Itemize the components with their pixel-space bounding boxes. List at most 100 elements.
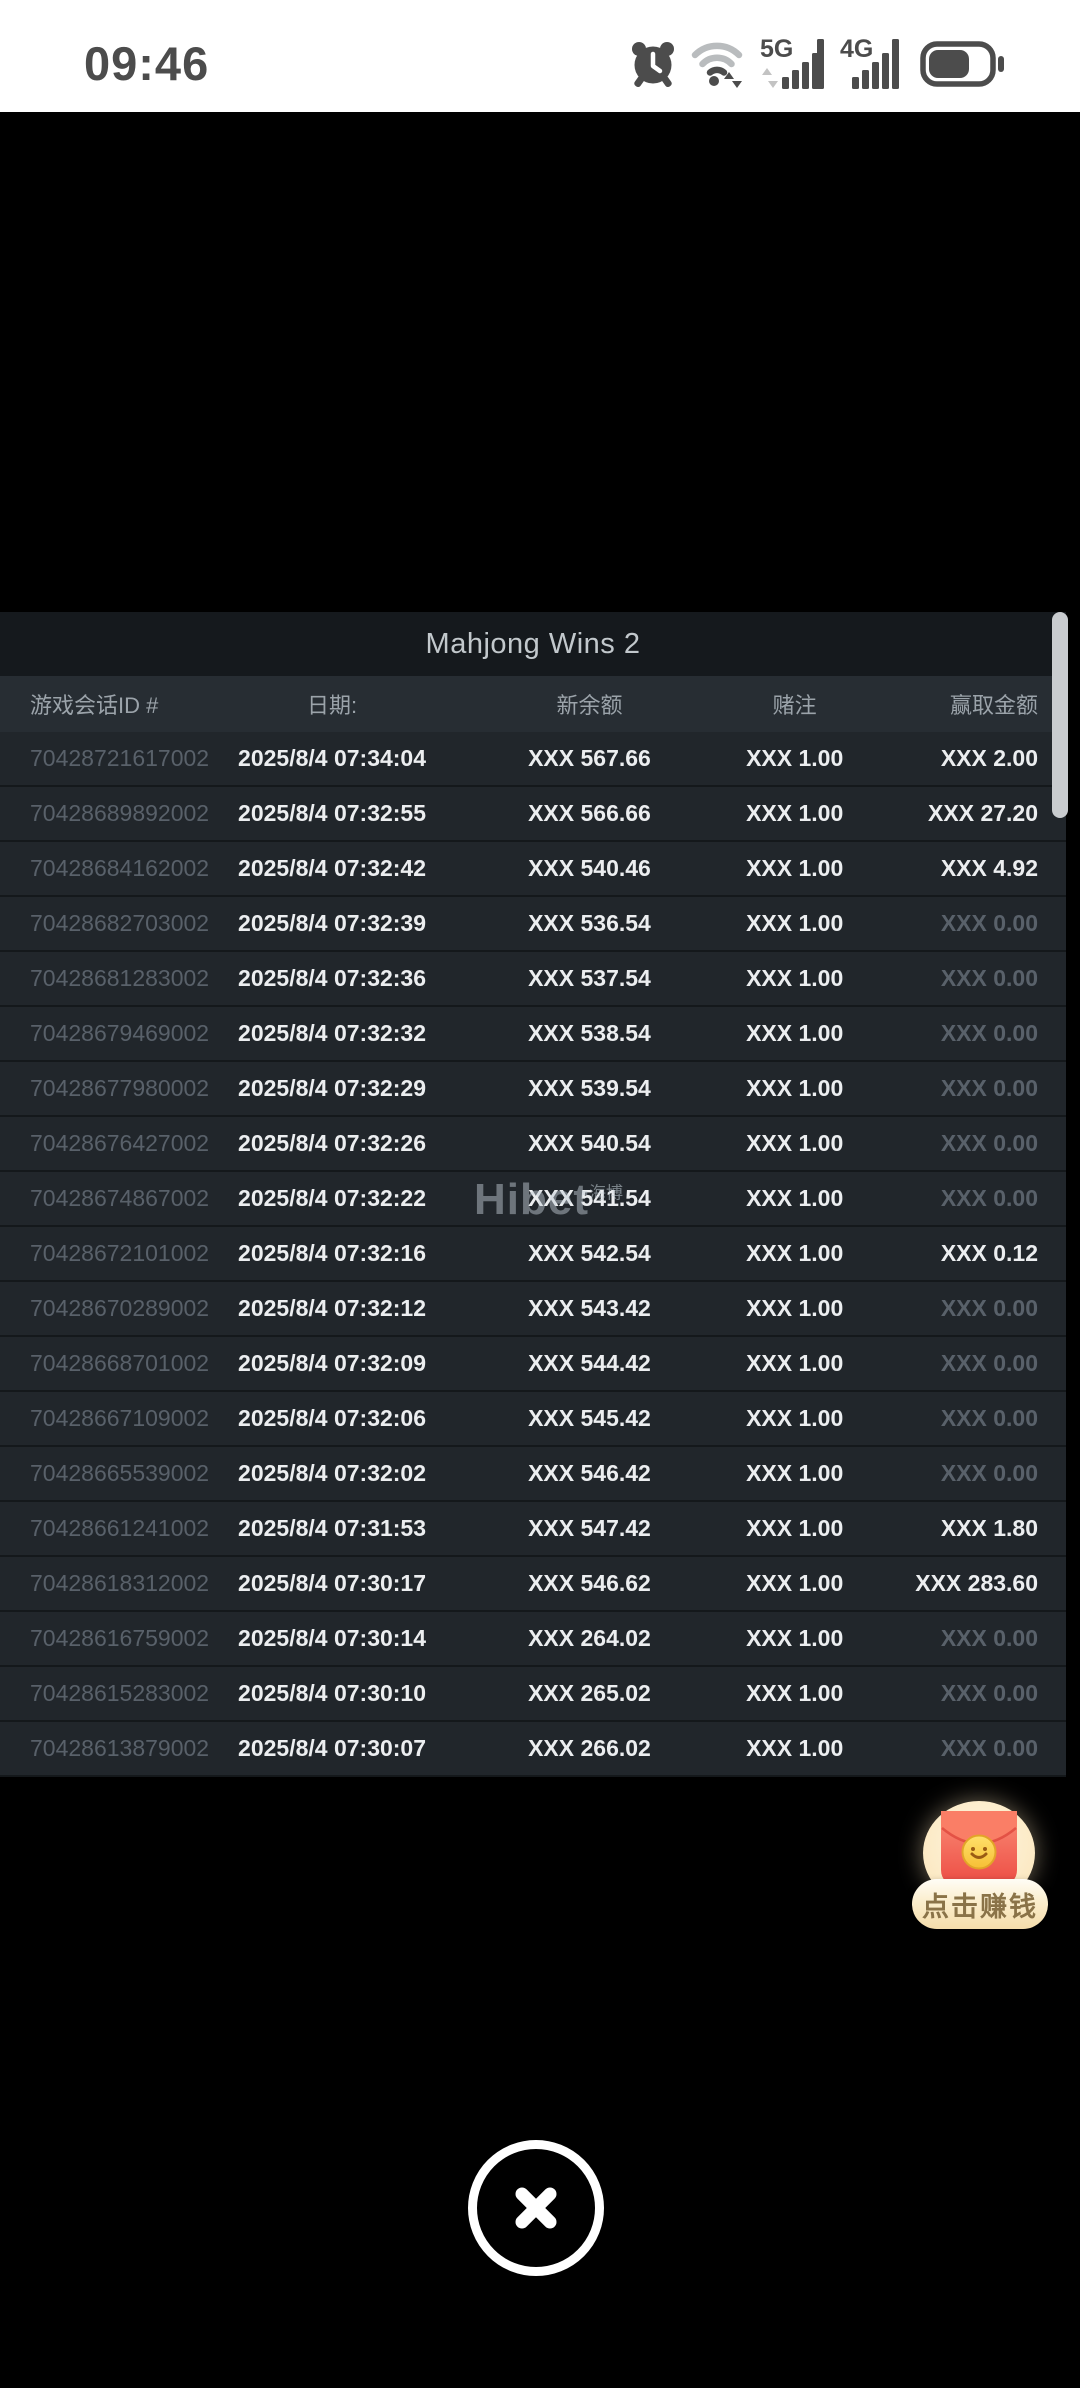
cell-session-id: 70428674867002 <box>30 1185 210 1211</box>
cell-bet: XXX 1.00 <box>746 1020 844 1046</box>
cell-win: XXX 0.00 <box>940 1185 1038 1211</box>
cell-bet: XXX 1.00 <box>746 1515 844 1541</box>
cell-date: 2025/8/4 07:30:07 <box>238 1735 427 1761</box>
red-envelope-icon <box>941 1811 1017 1887</box>
table-row: 70428615283002 2025/8/4 07:30:10 XXX 265… <box>0 1667 1066 1722</box>
cell-win: XXX 0.00 <box>940 1020 1038 1046</box>
cell-win: XXX 2.00 <box>940 745 1038 771</box>
cell-balance: XXX 547.42 <box>528 1515 651 1541</box>
cell-win: XXX 0.00 <box>940 1405 1038 1431</box>
cell-date: 2025/8/4 07:32:36 <box>238 965 427 991</box>
cell-date: 2025/8/4 07:30:17 <box>238 1570 427 1596</box>
cell-balance: XXX 265.02 <box>528 1680 651 1706</box>
header-balance: 新余额 <box>556 693 623 718</box>
5g-signal-icon: 5G <box>760 35 826 91</box>
cell-balance: XXX 539.54 <box>528 1075 651 1101</box>
status-time: 09:46 <box>84 36 210 90</box>
cell-bet: XXX 1.00 <box>746 1570 844 1596</box>
cell-bet: XXX 1.00 <box>746 910 844 936</box>
cell-win: XXX 0.00 <box>940 1460 1038 1486</box>
close-x-icon <box>515 2187 557 2229</box>
cell-date: 2025/8/4 07:30:10 <box>238 1680 427 1706</box>
cell-date: 2025/8/4 07:31:53 <box>238 1515 427 1541</box>
cell-bet: XXX 1.00 <box>746 800 844 826</box>
cell-bet: XXX 1.00 <box>746 1625 844 1651</box>
earn-money-label: 点击赚钱 <box>922 1891 1038 1922</box>
cell-date: 2025/8/4 07:32:02 <box>238 1460 427 1486</box>
modal-title: Mahjong Wins 2 <box>0 612 1066 676</box>
cell-session-id: 70428689892002 <box>30 800 210 826</box>
cell-date: 2025/8/4 07:30:14 <box>238 1625 427 1651</box>
cell-balance: XXX 546.42 <box>528 1460 651 1486</box>
table-row: 70428613879002 2025/8/4 07:30:07 XXX 266… <box>0 1722 1066 1777</box>
table-row: 70428665539002 2025/8/4 07:32:02 XXX 546… <box>0 1447 1066 1502</box>
cell-bet: XXX 1.00 <box>746 965 844 991</box>
table-row: 70428721617002 2025/8/4 07:34:04 XXX 567… <box>0 732 1066 787</box>
cell-bet: XXX 1.00 <box>746 1735 844 1761</box>
cell-win: XXX 0.00 <box>940 1295 1038 1321</box>
cell-win: XXX 0.00 <box>940 1350 1038 1376</box>
5g-label: 5G <box>760 35 794 63</box>
cell-bet: XXX 1.00 <box>746 1075 844 1101</box>
header-session-id: 游戏会话ID # <box>30 693 159 718</box>
table-row: 70428668701002 2025/8/4 07:32:09 XXX 544… <box>0 1337 1066 1392</box>
alarm-clock-icon <box>632 42 674 88</box>
table-row: 70428672101002 2025/8/4 07:32:16 XXX 542… <box>0 1227 1066 1282</box>
cell-bet: XXX 1.00 <box>746 1405 844 1431</box>
cell-session-id: 70428668701002 <box>30 1350 210 1376</box>
cell-bet: XXX 1.00 <box>746 855 844 881</box>
table-row: 70428676427002 2025/8/4 07:32:26 XXX 540… <box>0 1117 1066 1172</box>
cell-session-id: 70428616759002 <box>30 1625 210 1651</box>
cell-date: 2025/8/4 07:32:39 <box>238 910 427 936</box>
cell-bet: XXX 1.00 <box>746 1240 844 1266</box>
cell-session-id: 70428672101002 <box>30 1240 210 1266</box>
cell-win: XXX 0.00 <box>940 1075 1038 1101</box>
cell-win: XXX 0.12 <box>940 1240 1038 1266</box>
status-icons: 5G 4G <box>630 35 1004 91</box>
cell-balance: XXX 538.54 <box>528 1020 651 1046</box>
4g-label: 4G <box>840 35 874 63</box>
cell-win: XXX 1.80 <box>940 1515 1038 1541</box>
cell-date: 2025/8/4 07:32:42 <box>238 855 427 881</box>
cell-session-id: 70428679469002 <box>30 1020 210 1046</box>
cell-date: 2025/8/4 07:32:22 <box>238 1185 427 1211</box>
cell-date: 2025/8/4 07:32:26 <box>238 1130 427 1156</box>
cell-date: 2025/8/4 07:34:04 <box>238 745 427 771</box>
earn-money-button[interactable]: 点击赚钱 <box>905 1795 1055 1935</box>
cell-session-id: 70428613879002 <box>30 1735 210 1761</box>
cell-balance: XXX 542.54 <box>528 1240 651 1266</box>
cell-bet: XXX 1.00 <box>746 745 844 771</box>
cell-balance: XXX 540.46 <box>528 855 651 881</box>
cell-win: XXX 0.00 <box>940 965 1038 991</box>
cell-bet: XXX 1.00 <box>746 1460 844 1486</box>
cell-session-id: 70428681283002 <box>30 965 210 991</box>
table-row: 70428684162002 2025/8/4 07:32:42 XXX 540… <box>0 842 1066 897</box>
cell-session-id: 70428661241002 <box>30 1515 210 1541</box>
4g-signal-bars-icon <box>852 39 899 89</box>
close-button[interactable] <box>468 2140 604 2276</box>
cell-date: 2025/8/4 07:32:09 <box>238 1350 427 1376</box>
header-date: 日期: <box>306 693 358 718</box>
cell-date: 2025/8/4 07:32:06 <box>238 1405 427 1431</box>
cell-session-id: 70428670289002 <box>30 1295 210 1321</box>
cell-balance: XXX 266.02 <box>528 1735 651 1761</box>
5g-signal-bars-icon <box>762 39 824 89</box>
header-bet: 赌注 <box>772 693 817 718</box>
table-row: 70428689892002 2025/8/4 07:32:55 XXX 566… <box>0 787 1066 842</box>
cell-session-id: 70428667109002 <box>30 1405 210 1431</box>
cell-date: 2025/8/4 07:32:32 <box>238 1020 427 1046</box>
cell-win: XXX 0.00 <box>940 1680 1038 1706</box>
cell-balance: XXX 566.66 <box>528 800 651 826</box>
scrollbar-thumb[interactable] <box>1052 612 1068 818</box>
table-row: 70428681283002 2025/8/4 07:32:36 XXX 537… <box>0 952 1066 1007</box>
cell-balance: XXX 546.62 <box>528 1570 651 1596</box>
earn-money-pill[interactable]: 点击赚钱 <box>912 1879 1048 1929</box>
cell-date: 2025/8/4 07:32:12 <box>238 1295 427 1321</box>
cell-session-id: 70428677980002 <box>30 1075 210 1101</box>
cell-balance: XXX 544.42 <box>528 1350 651 1376</box>
cell-win: XXX 283.60 <box>915 1570 1038 1596</box>
game-history-modal: Mahjong Wins 2 游戏会话ID # 日期: 新余额 赌注 赢取金额 … <box>0 612 1068 1777</box>
cell-session-id: 70428684162002 <box>30 855 210 881</box>
cell-date: 2025/8/4 07:32:55 <box>238 800 427 826</box>
